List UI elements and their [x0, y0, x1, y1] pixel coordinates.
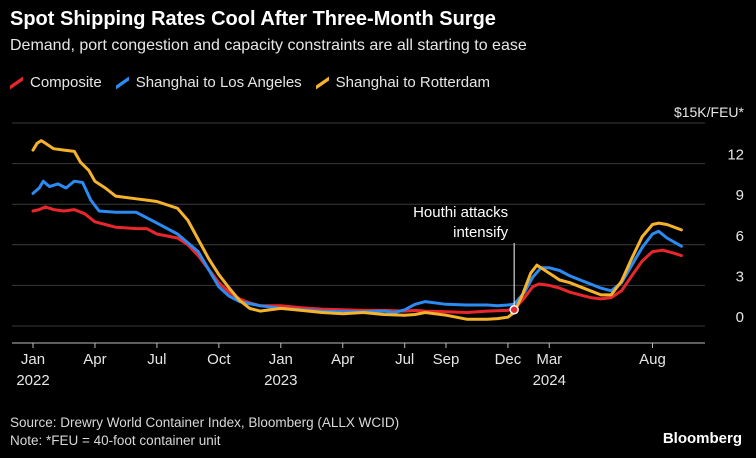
y-tick-label: 0: [736, 309, 744, 326]
annotation: Houthi attacks intensify: [413, 204, 519, 315]
series-lines: [31, 139, 683, 321]
legend-swatch-shanghai-rotterdam: [315, 75, 329, 90]
legend-item-shanghai-la: Shanghai to Los Angeles: [115, 74, 302, 91]
x-tick-label: Sep: [433, 351, 460, 368]
y-tick-label: 3: [736, 268, 744, 285]
chart-subtitle: Demand, port congestion and capacity con…: [10, 37, 527, 54]
series-line-composite: [31, 205, 683, 314]
footer: Source: Drewry World Container Index, Bl…: [10, 414, 399, 450]
x-tick-label: Apr: [331, 351, 354, 368]
y-tick-label: 6: [736, 228, 744, 245]
x-tick-label: Mar: [536, 351, 562, 368]
legend-label-shanghai-la: Shanghai to Los Angeles: [135, 74, 302, 91]
legend-item-shanghai-rotterdam: Shanghai to Rotterdam: [315, 74, 490, 91]
annotation-marker: [509, 305, 519, 315]
y-tick-label: 9: [736, 187, 744, 204]
x-tick-label: Dec: [495, 351, 522, 368]
x-year-label: 2023: [264, 372, 297, 389]
x-tick-label: Apr: [83, 351, 106, 368]
legend-label-shanghai-rotterdam: Shanghai to Rotterdam: [335, 74, 490, 91]
line-chart: $15K/FEU* 0 3 6 9 12 Jan 2022 Apr Jul Oct Jan 2023 A…: [12, 104, 745, 389]
chart-legend: Composite Shanghai to Los Angeles Shangh…: [10, 74, 490, 91]
x-tick-label: Jan: [269, 351, 293, 368]
annotation-text-line1: Houthi attacks: [413, 204, 508, 221]
source-note: Source: Drewry World Container Index, Bl…: [10, 415, 400, 430]
y-axis-ticks: $15K/FEU* 0 3 6 9 12: [674, 104, 745, 326]
x-tick-label: Oct: [207, 351, 231, 368]
chart-title: Spot Shipping Rates Cool After Three-Mon…: [10, 8, 496, 30]
legend-swatch-shanghai-la: [115, 75, 129, 90]
series-line-shanghai-to-los-angeles: [31, 179, 683, 314]
x-tick-label: Jul: [147, 351, 166, 368]
bloomberg-logo: Bloomberg: [662, 430, 742, 447]
x-axis: Jan 2022 Apr Jul Oct Jan 2023 Apr Jul Sep Dec Mar 20…: [12, 342, 705, 389]
series-line-shanghai-to-rotterdam: [31, 139, 683, 321]
annotation-text-line2: intensify: [453, 224, 509, 241]
y-tick-label: 12: [727, 147, 744, 164]
x-year-label: 2022: [16, 372, 49, 389]
x-tick-label: Jul: [395, 351, 414, 368]
x-year-label: 2024: [533, 372, 566, 389]
legend-swatch-composite: [10, 75, 23, 90]
feu-note: Note: *FEU = 40-foot container unit: [10, 433, 221, 448]
y-axis-label: $15K/FEU*: [674, 104, 745, 120]
x-tick-label: Aug: [639, 351, 666, 368]
grid-lines: [12, 122, 705, 327]
x-tick-label: Jan: [21, 351, 45, 368]
legend-item-composite: Composite: [10, 74, 102, 91]
legend-label-composite: Composite: [30, 74, 102, 91]
